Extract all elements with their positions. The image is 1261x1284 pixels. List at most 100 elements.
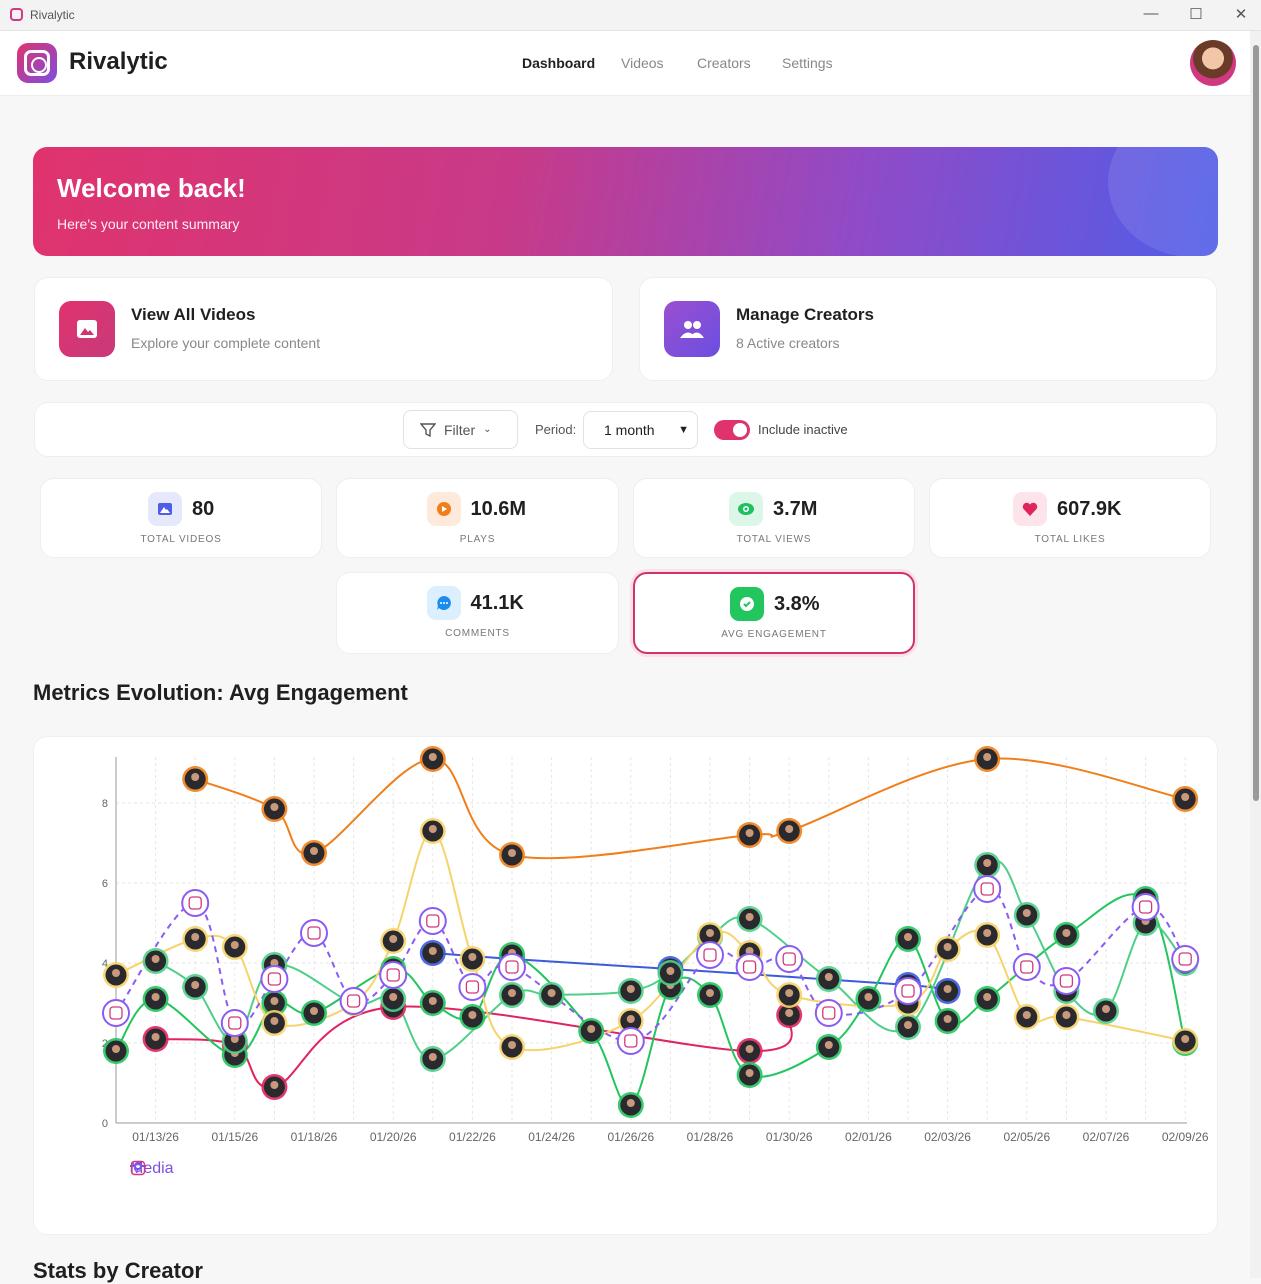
play-icon	[426, 492, 461, 526]
stat-card-comments[interactable]: 41.1K COMMENTS	[336, 572, 619, 654]
minimize-button[interactable]: —	[1143, 5, 1159, 22]
nav-creators[interactable]: Creators	[697, 55, 751, 71]
avatar-face	[230, 941, 239, 949]
eye-icon	[729, 492, 763, 526]
x-tick-label: 01/18/26	[291, 1130, 338, 1144]
avatar-face	[310, 1007, 318, 1015]
media-point-marker	[498, 953, 526, 981]
media-point-marker	[418, 907, 447, 935]
y-tick-label: 8	[102, 798, 108, 810]
media-icon	[822, 1006, 836, 1020]
nav-videos[interactable]: Videos	[621, 55, 664, 71]
media-point-marker	[379, 961, 408, 989]
media-icon	[1059, 974, 1074, 988]
media-icon	[465, 980, 480, 994]
stat-value: 607.9K	[1057, 498, 1122, 520]
period-label: Period:	[535, 422, 577, 437]
x-tick-label: 02/01/26	[845, 1130, 892, 1144]
x-tick-label: 02/09/26	[1162, 1130, 1209, 1144]
avatar-face	[745, 1045, 754, 1053]
avatar-face	[270, 959, 279, 967]
avatar-face	[151, 1033, 160, 1041]
card-subtitle: 8 Active creators	[736, 335, 840, 351]
filter-button[interactable]: Filter ⌄	[403, 410, 518, 449]
media-icon	[901, 984, 915, 998]
media-point-marker	[339, 987, 368, 1015]
avatar-face	[508, 1041, 516, 1049]
nav-settings[interactable]: Settings	[782, 55, 833, 71]
maximize-button[interactable]: ☐	[1189, 6, 1203, 23]
media-point-marker	[775, 945, 804, 973]
stat-value: 3.8%	[774, 593, 820, 615]
avatar-face	[824, 973, 833, 981]
avatar-face	[270, 1081, 279, 1089]
avatar-face	[270, 997, 279, 1005]
media-icon	[624, 1034, 638, 1048]
avatar-face	[983, 859, 992, 867]
avatar-face	[508, 849, 516, 857]
media-point-marker	[894, 977, 922, 1005]
card-subtitle: Explore your complete content	[131, 335, 321, 351]
media-icon	[267, 972, 282, 986]
avatar-face	[428, 947, 437, 955]
legend-item-media[interactable]: Media	[130, 1160, 174, 1178]
avatar-face	[428, 1053, 437, 1061]
x-tick-label: 01/24/26	[528, 1130, 575, 1144]
stat-label: TOTAL LIKES	[1034, 534, 1106, 545]
avatar-face	[785, 1009, 794, 1017]
media-icon	[1138, 900, 1153, 914]
avatar-face	[151, 993, 160, 1001]
stat-label: COMMENTS	[445, 628, 510, 639]
avatar-face	[824, 1041, 833, 1049]
scrollbar-thumb[interactable]	[1253, 45, 1259, 801]
logo-icon[interactable]	[17, 43, 57, 83]
page-scrollbar[interactable]	[1250, 31, 1261, 1278]
media-icon	[1178, 952, 1192, 966]
media-icon	[980, 882, 994, 896]
stat-label: TOTAL VIDEOS	[140, 534, 222, 545]
x-tick-label: 02/07/26	[1083, 1130, 1130, 1144]
avatar-face	[191, 773, 200, 781]
media-point-marker	[735, 953, 764, 981]
stat-card-avg-engagement[interactable]: 3.8% AVG ENGAGEMENT	[633, 572, 915, 654]
stat-card-plays[interactable]: 10.6M PLAYS	[336, 478, 619, 558]
media-icon	[109, 1006, 123, 1020]
period-select[interactable]: 1 month ▼	[583, 411, 698, 449]
avatar-face	[1022, 909, 1031, 917]
avatar-face	[547, 989, 556, 997]
avatar-face	[626, 985, 635, 993]
avatar-face	[745, 1069, 754, 1077]
window-titlebar: Rivalytic — ☐ ✕	[0, 0, 1261, 31]
series-line	[194, 757, 1186, 860]
avatar-face	[983, 993, 992, 1001]
stat-label: AVG ENGAGEMENT	[721, 629, 827, 640]
close-button[interactable]: ✕	[1234, 6, 1248, 23]
avatar-face	[943, 1015, 952, 1023]
x-tick-label: 01/15/26	[211, 1130, 258, 1144]
avatar-face	[745, 947, 754, 955]
media-icon	[228, 1016, 242, 1030]
avatar-face	[1181, 793, 1190, 801]
avatar-face	[428, 825, 437, 833]
avatar-face	[1022, 1011, 1031, 1019]
user-avatar[interactable]	[1190, 40, 1236, 86]
nav-dashboard[interactable]: Dashboard	[522, 55, 596, 71]
stat-card-total-likes[interactable]: 607.9K TOTAL LIKES	[929, 478, 1211, 558]
stat-card-total-videos[interactable]: 80 TOTAL VIDEOS	[40, 478, 322, 558]
brand-name[interactable]: Rivalytic	[69, 48, 168, 75]
filter-label: Filter	[444, 421, 476, 438]
card-title: View All Videos	[131, 305, 256, 324]
chat-icon	[426, 586, 461, 620]
avatar-face	[389, 993, 398, 1001]
avatar-face	[468, 953, 477, 961]
stat-label: TOTAL VIEWS	[736, 534, 812, 545]
media-point-marker	[1131, 893, 1160, 921]
include-inactive-toggle[interactable]	[714, 420, 750, 440]
avatar-face	[112, 969, 120, 977]
stat-card-total-views[interactable]: 3.7M TOTAL VIEWS	[633, 478, 915, 558]
avatar-face	[983, 753, 992, 761]
media-point-marker	[458, 973, 487, 1001]
filter-icon	[420, 422, 436, 437]
view-all-videos-card[interactable]: View All Videos Explore your complete co…	[34, 277, 613, 381]
manage-creators-card[interactable]: Manage Creators 8 Active creators	[639, 277, 1217, 381]
